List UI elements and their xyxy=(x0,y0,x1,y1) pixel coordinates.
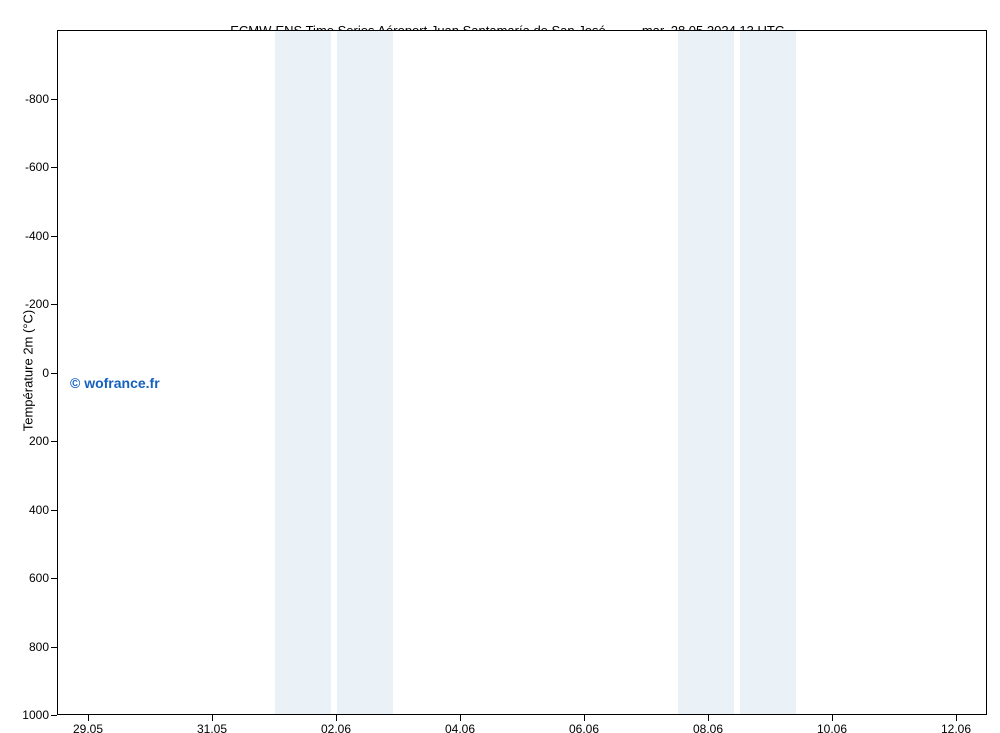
y-tick xyxy=(51,373,57,374)
y-tick-label: 0 xyxy=(9,366,49,380)
x-tick-label: 04.06 xyxy=(445,722,475,733)
x-tick xyxy=(212,715,213,721)
y-tick-label: -600 xyxy=(9,160,49,174)
y-tick-label: -200 xyxy=(9,297,49,311)
y-tick xyxy=(51,647,57,648)
y-tick xyxy=(51,578,57,579)
y-tick-label: -800 xyxy=(9,92,49,106)
plot-area xyxy=(57,30,987,715)
y-tick xyxy=(51,715,57,716)
x-tick-label: 31.05 xyxy=(197,722,227,733)
y-tick xyxy=(51,99,57,100)
x-tick xyxy=(584,715,585,721)
shaded-band xyxy=(740,31,796,714)
x-tick xyxy=(708,715,709,721)
x-tick xyxy=(336,715,337,721)
y-tick xyxy=(51,304,57,305)
shaded-band xyxy=(337,31,393,714)
y-tick-label: 200 xyxy=(9,434,49,448)
x-tick xyxy=(956,715,957,721)
x-tick xyxy=(88,715,89,721)
shaded-band xyxy=(275,31,331,714)
shaded-band xyxy=(678,31,734,714)
x-tick-label: 06.06 xyxy=(569,722,599,733)
watermark: © wofrance.fr xyxy=(70,375,160,391)
x-tick-label: 10.06 xyxy=(817,722,847,733)
y-tick-label: 400 xyxy=(9,503,49,517)
x-tick-label: 02.06 xyxy=(321,722,351,733)
y-tick-label: 800 xyxy=(9,640,49,654)
chart-container: ECMW-ENS Time Series Aéroport Juan Santa… xyxy=(0,0,1000,733)
x-tick-label: 12.06 xyxy=(941,722,971,733)
y-tick-label: -400 xyxy=(9,229,49,243)
x-tick-label: 29.05 xyxy=(73,722,103,733)
x-tick-label: 08.06 xyxy=(693,722,723,733)
x-tick xyxy=(460,715,461,721)
y-tick xyxy=(51,441,57,442)
y-tick xyxy=(51,236,57,237)
x-tick xyxy=(832,715,833,721)
y-tick-label: 600 xyxy=(9,571,49,585)
y-tick xyxy=(51,167,57,168)
y-tick-label: 1000 xyxy=(9,708,49,722)
y-tick xyxy=(51,510,57,511)
